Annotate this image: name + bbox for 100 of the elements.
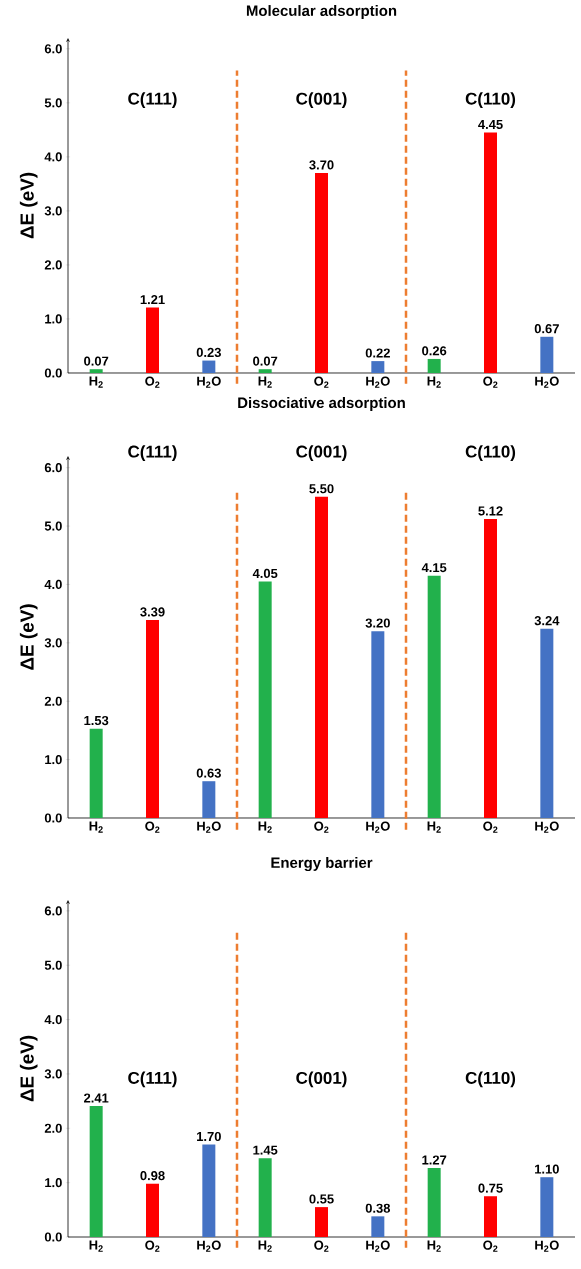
annotation: C(001) xyxy=(296,445,347,461)
x-tick-label: O$_{2}$ xyxy=(145,1240,160,1252)
y-tick-label: 2.0 xyxy=(44,260,62,270)
y-tick-label: 1.0 xyxy=(45,755,62,765)
annotation: C(001) xyxy=(296,1071,347,1088)
x-tick-label: H$_{2}$ xyxy=(427,1240,441,1252)
y-tick-label: 3.0 xyxy=(44,638,62,648)
data-label: 3.39 xyxy=(140,607,165,617)
data-label: 1.53 xyxy=(84,715,109,726)
bar xyxy=(540,336,554,373)
y-tick-label: 2.0 xyxy=(44,1123,62,1133)
bar xyxy=(484,1196,497,1237)
y-tick-label: 1.0 xyxy=(45,314,62,324)
bar xyxy=(258,369,272,373)
x-tick-label: H$_{2}$ xyxy=(89,821,103,833)
data-label: 0.26 xyxy=(422,346,447,356)
bar xyxy=(371,1216,385,1237)
y-tick-label: 4.0 xyxy=(44,1014,62,1025)
x-tick-label: H$_{2}$O xyxy=(197,1240,221,1252)
y-tick-label: 3.0 xyxy=(44,206,62,216)
data-label: 4.45 xyxy=(478,119,503,130)
x-tick-label: H$_{2}$O xyxy=(366,1240,390,1252)
x-tick-label: H$_{2}$O xyxy=(197,376,221,388)
bar xyxy=(540,1177,554,1237)
data-label: 5.50 xyxy=(309,484,334,494)
annotation: C(001) xyxy=(296,92,347,109)
chart-title: Dissociative adsorption xyxy=(238,397,405,411)
x-tick-label: O$_{2}$ xyxy=(483,376,498,388)
annotation: C(110) xyxy=(465,92,516,109)
bar xyxy=(315,173,328,373)
x-tick-label: H$_{2}$O xyxy=(197,821,221,833)
bar xyxy=(427,358,441,373)
x-tick-label: H$_{2}$ xyxy=(89,376,103,388)
bar xyxy=(202,1144,216,1237)
data-label: 4.15 xyxy=(421,563,447,573)
x-tick-label: O$_{2}$ xyxy=(483,1240,498,1252)
data-label: 0.55 xyxy=(309,1194,334,1204)
x-tick-label: H$_{2}$ xyxy=(258,376,272,388)
data-label: 0.07 xyxy=(84,356,109,366)
x-tick-label: H$_{2}$ xyxy=(258,821,272,833)
data-label: 3.70 xyxy=(309,160,334,170)
chart-title: Energy barrier xyxy=(271,857,373,872)
y-tick-label: 6.0 xyxy=(44,906,62,916)
data-label: 0.63 xyxy=(196,768,221,778)
x-tick-label: H$_{2}$ xyxy=(89,1240,103,1252)
data-label: 1.70 xyxy=(197,1131,221,1142)
data-label: 5.12 xyxy=(478,506,503,516)
x-tick-label: H$_{2}$O xyxy=(366,821,390,833)
annotation: C(111) xyxy=(128,92,177,109)
bar xyxy=(427,575,441,818)
x-tick-label: O$_{2}$ xyxy=(145,821,160,833)
y-tick-label: 5.0 xyxy=(44,521,62,531)
bar xyxy=(315,496,328,818)
data-label: 0.98 xyxy=(140,1171,165,1181)
x-tick-label: H$_{2}$ xyxy=(427,376,441,388)
data-label: 1.21 xyxy=(140,295,165,305)
data-label: 0.67 xyxy=(534,324,559,334)
data-label: 3.24 xyxy=(534,616,560,626)
x-tick-label: O$_{2}$ xyxy=(483,821,498,833)
x-tick-label: O$_{2}$ xyxy=(314,821,329,833)
data-label: 0.75 xyxy=(478,1183,503,1193)
x-tick-label: O$_{2}$ xyxy=(314,1240,329,1252)
data-label: 0.23 xyxy=(196,347,221,358)
bar xyxy=(484,132,497,373)
data-label: 1.27 xyxy=(422,1155,447,1165)
bar xyxy=(89,728,103,818)
y-tick-label: 0.0 xyxy=(44,368,62,378)
annotation: C(110) xyxy=(465,1071,516,1088)
bar xyxy=(146,1183,159,1237)
data-label: 0.07 xyxy=(253,356,278,366)
bar xyxy=(315,1207,328,1237)
data-label: 2.41 xyxy=(84,1093,109,1103)
bar xyxy=(258,1158,272,1237)
y-tick-label: 3.0 xyxy=(44,1069,62,1079)
bar xyxy=(540,628,554,818)
x-tick-label: H$_{2}$O xyxy=(535,376,559,388)
x-tick-label: H$_{2}$ xyxy=(258,1240,272,1252)
bar xyxy=(371,361,385,373)
y-tick-label: 5.0 xyxy=(44,98,62,108)
bar xyxy=(371,631,385,818)
annotation: C(111) xyxy=(128,445,177,461)
data-label: 1.10 xyxy=(535,1164,559,1174)
data-label: 4.05 xyxy=(252,568,278,578)
annotation: C(111) xyxy=(128,1071,177,1088)
x-tick-label: H$_{2}$ xyxy=(427,821,441,833)
x-tick-label: O$_{2}$ xyxy=(145,376,160,388)
bar xyxy=(427,1167,441,1237)
y-axis-title: ΔE (eV) xyxy=(19,172,38,239)
x-tick-label: H$_{2}$O xyxy=(535,821,559,833)
data-label: 0.22 xyxy=(365,348,390,358)
bar xyxy=(202,781,216,818)
y-tick-label: 6.0 xyxy=(44,463,62,473)
y-tick-label: 4.0 xyxy=(44,152,62,162)
y-tick-label: 5.0 xyxy=(44,960,62,970)
bar xyxy=(484,519,497,818)
x-tick-label: O$_{2}$ xyxy=(314,376,329,388)
bar xyxy=(258,581,272,818)
y-tick-label: 4.0 xyxy=(44,579,62,590)
data-label: 1.45 xyxy=(253,1145,278,1155)
x-tick-label: H$_{2}$O xyxy=(366,376,390,388)
